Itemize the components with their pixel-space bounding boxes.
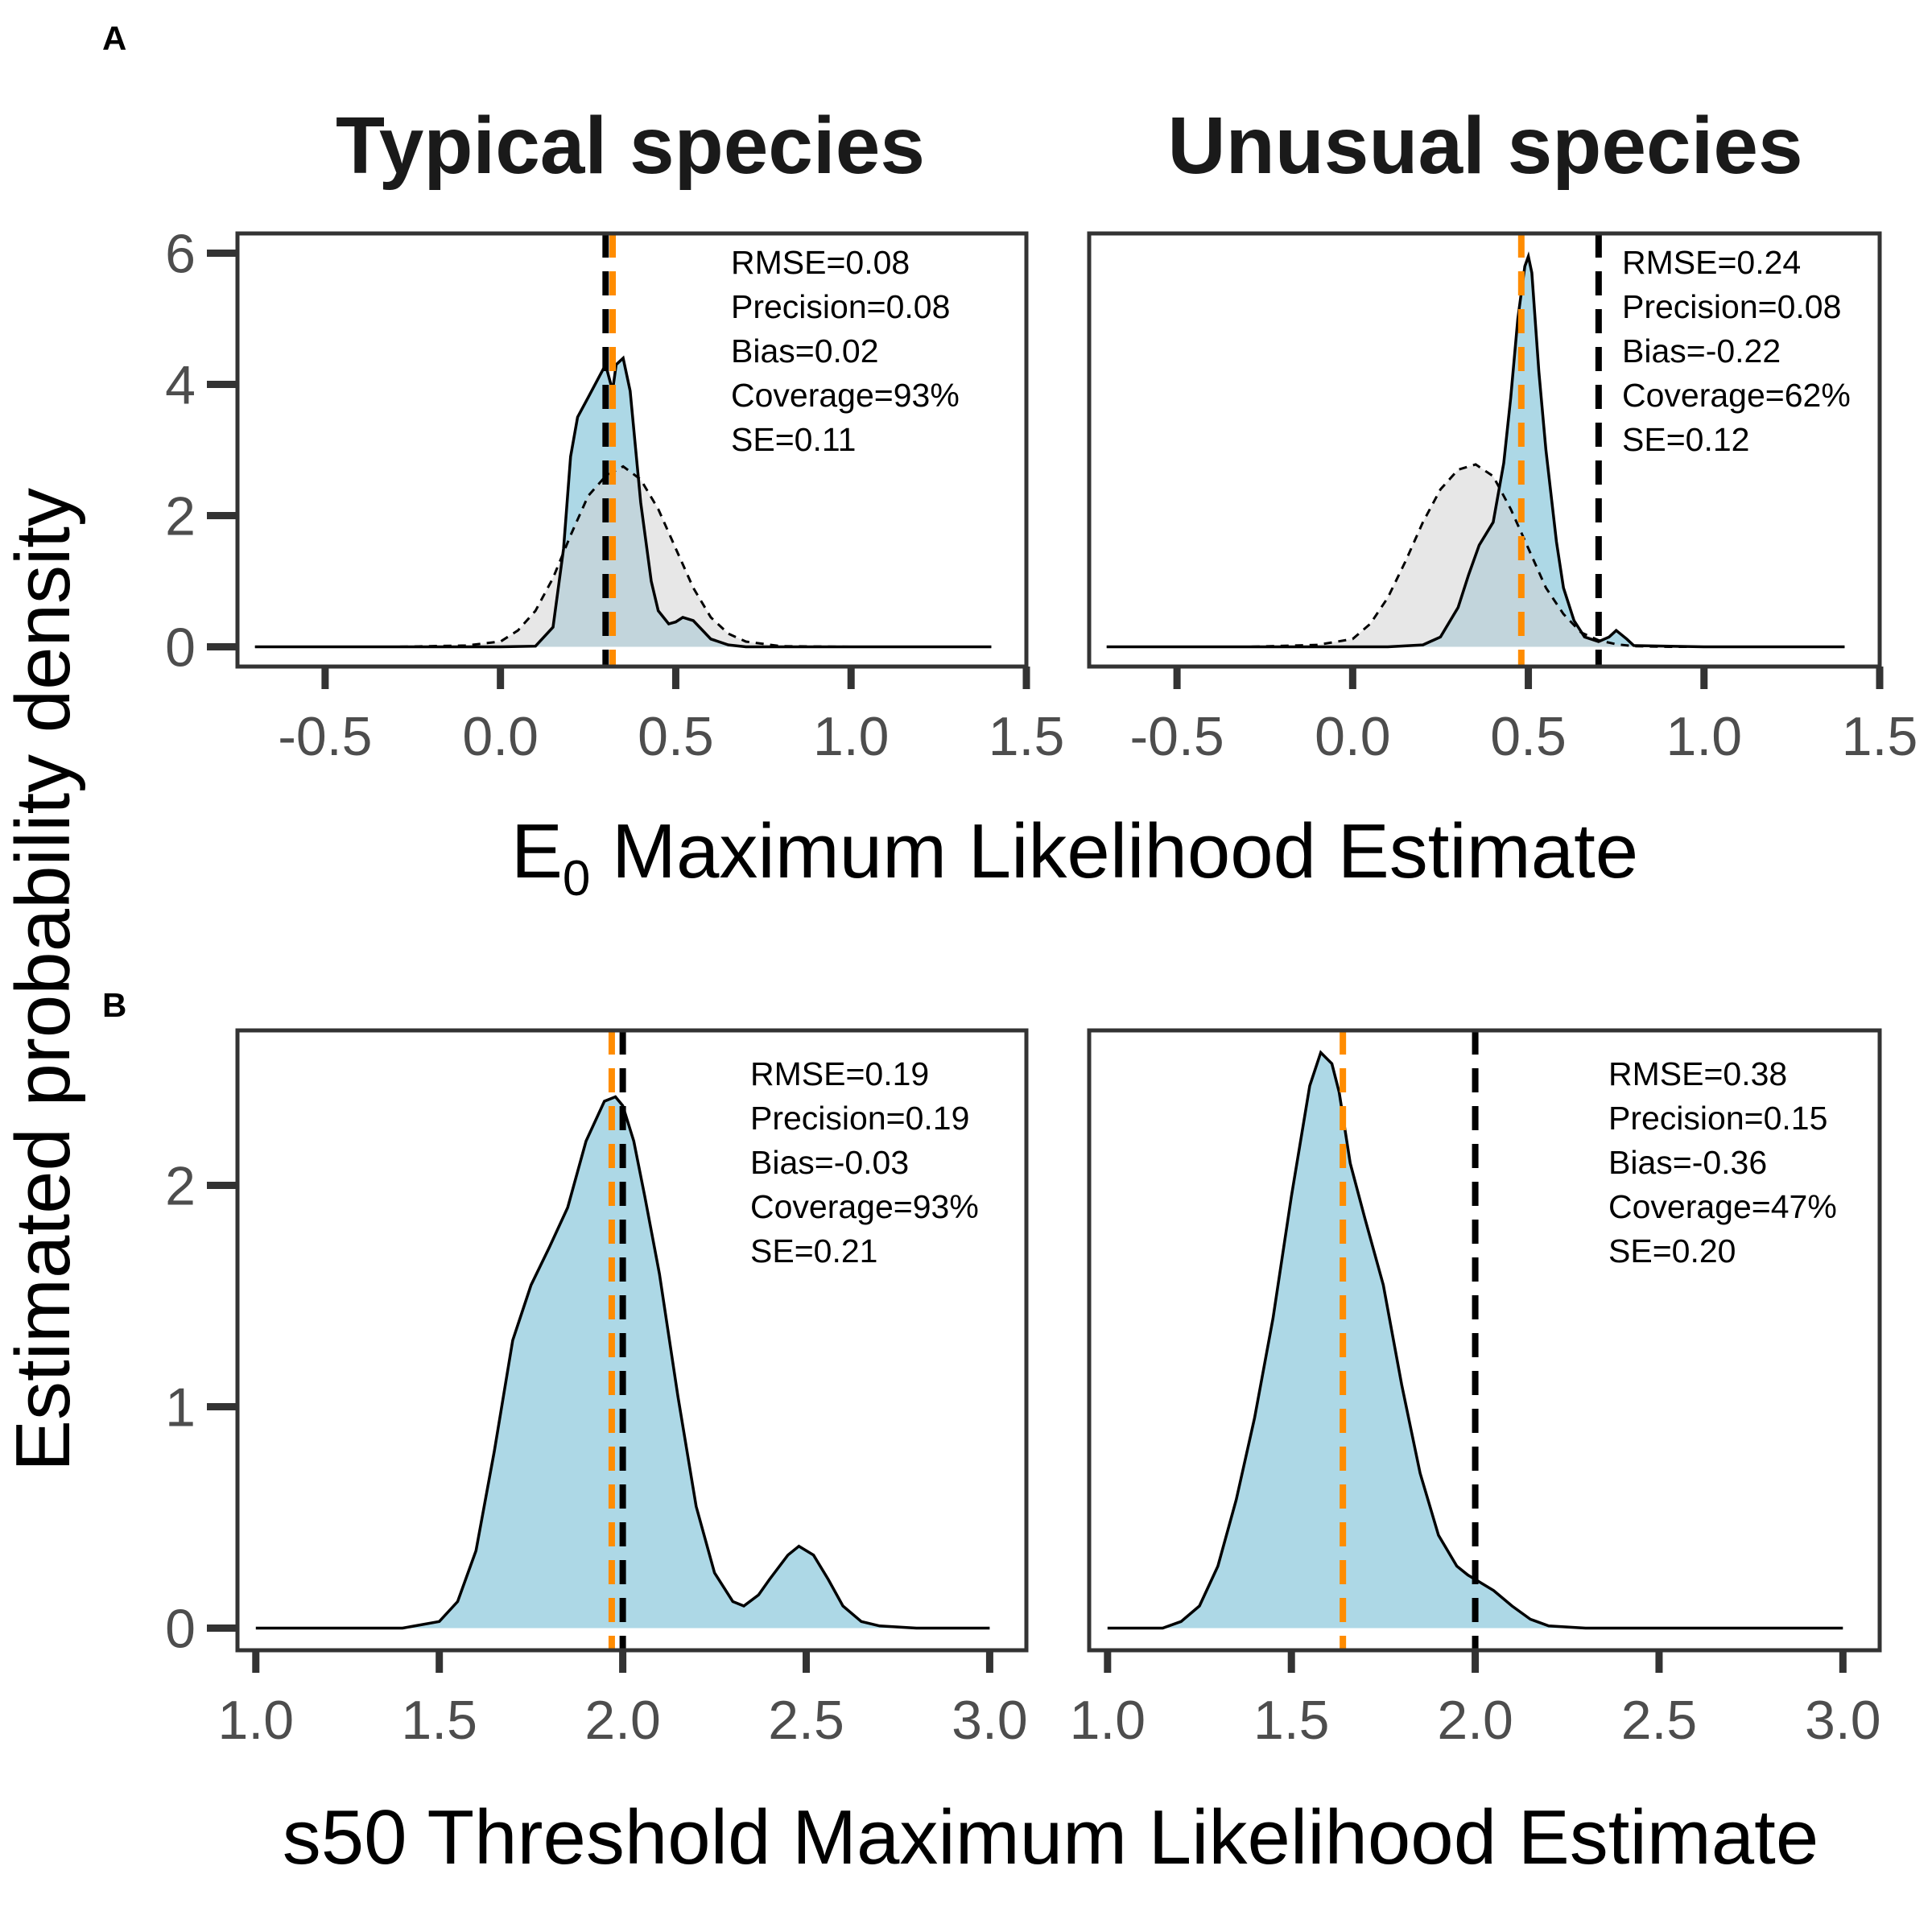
x-tick-label: 1.0	[1070, 1690, 1146, 1751]
panel-a-unusual: -0.5 0.0 0.5 1.0 1.5 RMSE=0.24 Precision=0.08 B…	[1087, 231, 1918, 767]
stat-line: RMSE=0.24	[1622, 244, 1801, 281]
stat-line: Bias=-0.22	[1622, 332, 1781, 369]
panel-b-unusual: 1.0 1.5 2.0 2.5 3.0 RMSE=0.38 Precision=0.15 Bi…	[1070, 1028, 1882, 1751]
x-tick-label: 0.0	[462, 706, 539, 767]
stat-line: Precision=0.08	[1622, 288, 1841, 325]
x-tick-label: 0.5	[638, 706, 714, 767]
stat-line: Precision=0.19	[750, 1100, 969, 1137]
stat-line: Bias=-0.36	[1608, 1144, 1767, 1181]
plot-area	[1107, 1030, 1843, 1650]
estimate-density-curve	[1106, 251, 1845, 649]
x-tick-label: 1.0	[813, 706, 890, 767]
x-tick-label: 3.0	[1805, 1690, 1881, 1751]
prior-density-curve	[254, 464, 992, 648]
plot-area	[1106, 233, 1845, 667]
y-tick-label: 1	[165, 1377, 196, 1439]
estimate-density-area	[1107, 1052, 1843, 1629]
panel-a-typical: -0.5 0.0 0.5 1.0 1.5 0 2 4 6 RMSE=0.08 Precision=0…	[165, 223, 1064, 767]
stat-line: Coverage=93%	[731, 377, 960, 414]
stat-line: Coverage=93%	[750, 1188, 979, 1225]
x-axis-title-a-subscript: 0	[563, 851, 590, 906]
panel-b-typical: 1.0 1.5 2.0 2.5 3.0 0 1 2 RMSE=0.19 Precision=0.1…	[165, 1028, 1029, 1751]
facet-title-unusual: Unusual species	[1167, 101, 1802, 191]
x-tick-label: -0.5	[278, 706, 372, 767]
stat-line: Coverage=47%	[1608, 1188, 1837, 1225]
y-tick-label: 2	[165, 1156, 196, 1217]
stat-line: Precision=0.15	[1608, 1100, 1827, 1137]
stat-line: RMSE=0.19	[750, 1055, 929, 1092]
y-tick-label: 0	[165, 617, 196, 679]
x-tick-label: 1.5	[1842, 706, 1918, 767]
panel-frame	[235, 1028, 1029, 1653]
x-axis-title-a-rest: Maximum Likelihood Estimate	[590, 808, 1638, 894]
panel-frame	[1087, 1028, 1882, 1653]
x-tick-label: 3.0	[952, 1690, 1028, 1751]
x-tick-label: -0.5	[1130, 706, 1224, 767]
panels-layer: -0.5 0.0 0.5 1.0 1.5 0 2 4 6 RMSE=0.08 Precision=0…	[165, 223, 1918, 1751]
y-tick-label: 2	[165, 486, 196, 547]
x-tick-label: 0.0	[1315, 706, 1391, 767]
x-axis-title-a: E0 Maximum Likelihood Estimate	[511, 808, 1638, 906]
panel-tag-b: B	[102, 986, 126, 1024]
stat-line: Bias=-0.03	[750, 1144, 909, 1181]
estimate-density-curve	[254, 355, 992, 649]
stat-line: RMSE=0.08	[731, 244, 910, 281]
panel-frame	[235, 231, 1029, 669]
x-axis-title-a-main: E	[511, 808, 563, 894]
prior-density-area	[254, 466, 992, 647]
panel-tag-a: A	[102, 19, 126, 57]
stat-line: Precision=0.08	[731, 288, 950, 325]
x-tick-label: 1.5	[1253, 1690, 1330, 1751]
panel-frame	[1087, 231, 1882, 669]
x-tick-label: 1.0	[218, 1690, 295, 1751]
stat-line: SE=0.12	[1622, 421, 1749, 458]
stat-line: SE=0.20	[1608, 1232, 1736, 1269]
x-tick-label: 2.5	[1621, 1690, 1698, 1751]
facet-title-typical: Typical species	[336, 101, 925, 191]
y-tick-label: 6	[165, 223, 196, 284]
stat-line: SE=0.11	[731, 421, 856, 458]
plot-area	[254, 233, 992, 667]
x-tick-label: 1.5	[989, 706, 1065, 767]
stat-line: RMSE=0.38	[1608, 1055, 1787, 1092]
estimate-density-area	[255, 1096, 990, 1629]
stat-line: SE=0.21	[750, 1232, 877, 1269]
y-tick-label: 4	[165, 354, 196, 415]
x-tick-label: 2.0	[1437, 1690, 1513, 1751]
x-tick-label: 1.0	[1666, 706, 1743, 767]
prior-density-curve	[1106, 463, 1845, 648]
y-tick-label: 0	[165, 1599, 196, 1660]
stat-line: Bias=0.02	[731, 332, 879, 369]
plot-area	[255, 1030, 990, 1650]
estimate-density-curve	[1107, 1050, 1843, 1630]
stat-line: Coverage=62%	[1622, 377, 1851, 414]
x-tick-label: 2.0	[584, 1690, 661, 1751]
x-tick-label: 2.5	[768, 1690, 844, 1751]
y-axis-title: Estimated probability density	[0, 488, 86, 1472]
x-tick-label: 1.5	[401, 1690, 477, 1751]
x-tick-label: 0.5	[1490, 706, 1567, 767]
x-axis-title-b: s50 Threshold Maximum Likelihood Estimat…	[283, 1794, 1818, 1880]
estimate-density-curve	[255, 1095, 990, 1630]
